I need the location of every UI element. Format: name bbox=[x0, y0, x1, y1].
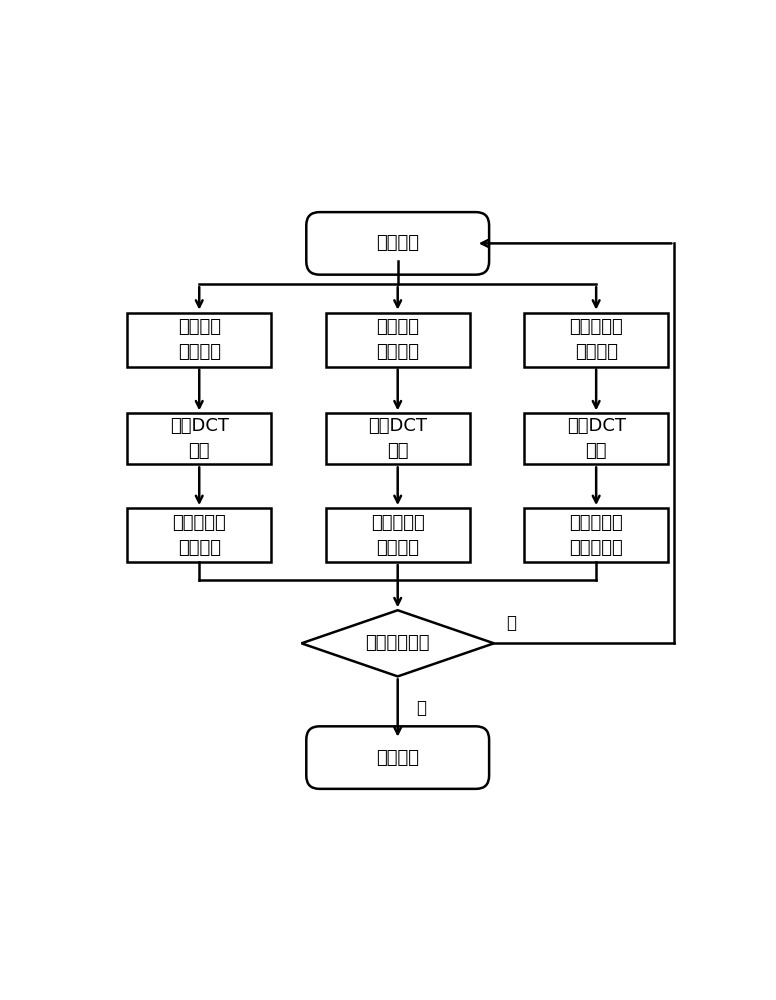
Text: 训练活体指
静脉特征库: 训练活体指 静脉特征库 bbox=[570, 514, 623, 557]
Bar bbox=[326, 508, 469, 562]
Text: 采集活体
指纹图像: 采集活体 指纹图像 bbox=[376, 318, 419, 361]
Bar bbox=[127, 508, 272, 562]
Bar bbox=[524, 413, 668, 464]
Text: 提取DCT
系数: 提取DCT 系数 bbox=[368, 417, 428, 460]
Text: 训练活体人
脸特征库: 训练活体人 脸特征库 bbox=[172, 514, 226, 557]
Polygon shape bbox=[301, 610, 494, 676]
Text: 采集活体指
静脉图像: 采集活体指 静脉图像 bbox=[570, 318, 623, 361]
Text: 采集活体
人脸图像: 采集活体 人脸图像 bbox=[178, 318, 220, 361]
Text: 否: 否 bbox=[506, 614, 516, 632]
Bar bbox=[127, 413, 272, 464]
Text: 提取DCT
系数: 提取DCT 系数 bbox=[566, 417, 625, 460]
Text: 训练活体指
纹特征库: 训练活体指 纹特征库 bbox=[371, 514, 424, 557]
Bar bbox=[524, 508, 668, 562]
Text: 训练结束: 训练结束 bbox=[376, 749, 419, 767]
FancyBboxPatch shape bbox=[307, 212, 489, 275]
Bar bbox=[127, 313, 272, 367]
Bar bbox=[524, 313, 668, 367]
FancyBboxPatch shape bbox=[307, 726, 489, 789]
Bar bbox=[326, 313, 469, 367]
Text: 是: 是 bbox=[416, 699, 426, 717]
Text: 训练开始: 训练开始 bbox=[376, 234, 419, 252]
Text: 提取DCT
系数: 提取DCT 系数 bbox=[170, 417, 229, 460]
Text: 训练是否结束: 训练是否结束 bbox=[365, 634, 430, 652]
Bar bbox=[326, 413, 469, 464]
